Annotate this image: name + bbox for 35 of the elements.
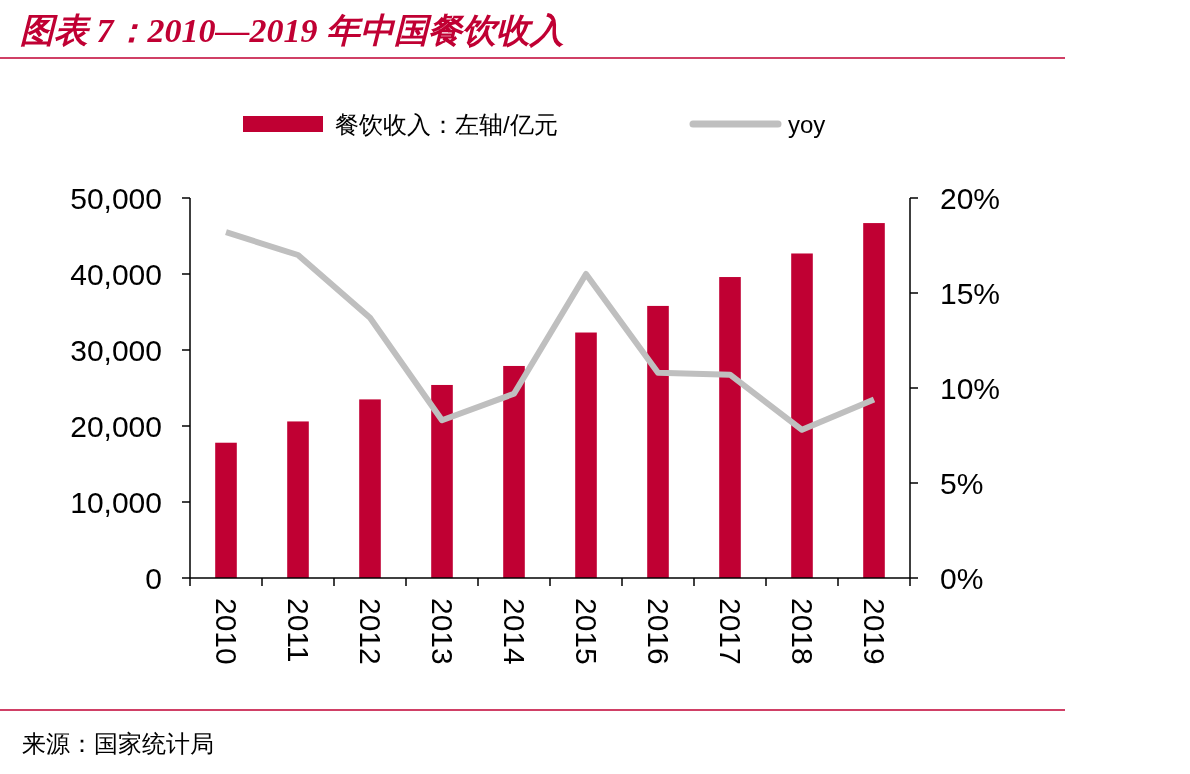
x-tick-label: 2017 — [713, 598, 747, 665]
bar — [503, 365, 525, 578]
y-tick-label: 30,000 — [70, 333, 162, 367]
legend-label: yoy — [788, 110, 826, 138]
y-tick-label: 50,000 — [70, 181, 162, 215]
x-tick-label: 2012 — [353, 598, 387, 665]
source-note: 来源：国家统计局 — [22, 731, 214, 757]
legend-label: 餐饮收入：左轴/亿元 — [335, 110, 558, 138]
chart-title: 图表 7：2010—2019 年中国餐饮收入 — [20, 12, 564, 49]
x-tick-label: 2016 — [641, 598, 675, 665]
bar — [863, 223, 885, 578]
y-tick-label: 40,000 — [70, 257, 162, 291]
x-tick-label: 2013 — [425, 598, 459, 665]
bar — [215, 442, 237, 578]
y-tick-label: 10,000 — [70, 485, 162, 519]
x-tick-label: 2019 — [857, 598, 891, 665]
bar — [359, 399, 381, 578]
x-tick-label: 2011 — [281, 598, 315, 663]
y-tick-label: 0 — [145, 561, 162, 595]
bar — [287, 421, 309, 578]
bar — [647, 305, 669, 578]
y2-tick-label: 15% — [940, 276, 1001, 310]
y2-tick-label: 0% — [940, 561, 984, 595]
x-tick-label: 2015 — [569, 598, 603, 665]
bar — [791, 253, 813, 578]
y2-tick-label: 10% — [940, 371, 1001, 405]
bar — [719, 277, 741, 578]
bar — [431, 384, 453, 578]
x-tick-label: 2014 — [497, 598, 531, 665]
y2-tick-label: 20% — [940, 181, 1001, 215]
x-tick-label: 2018 — [785, 598, 819, 665]
y2-tick-label: 5% — [940, 466, 984, 500]
y-tick-label: 20,000 — [70, 409, 162, 443]
x-tick-label: 2010 — [209, 598, 243, 665]
bar — [575, 332, 597, 578]
